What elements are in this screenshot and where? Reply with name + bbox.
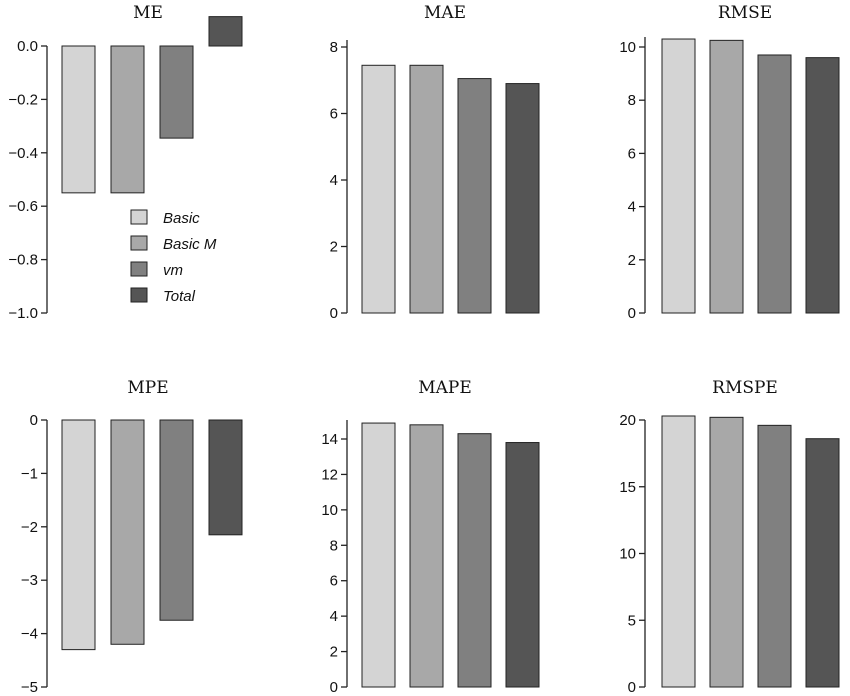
panel-rmspe: RMSPE 0 5 10 15 20 xyxy=(619,378,840,696)
legend-label-total: Total xyxy=(163,288,196,305)
bar-total xyxy=(505,83,540,314)
panel-title: MAE xyxy=(424,3,466,23)
y-tick-label: −4 xyxy=(21,626,38,643)
bar-vm xyxy=(757,424,792,688)
y-tick-label: −0.4 xyxy=(8,145,38,162)
y-tick-label: −3 xyxy=(21,572,38,589)
y-tick-label: 0 xyxy=(30,412,38,429)
y-tick-label: −0.8 xyxy=(8,252,38,269)
y-tick-label: 10 xyxy=(619,546,636,563)
bar-total xyxy=(805,438,840,688)
bar-vm xyxy=(159,45,194,139)
bar-vm xyxy=(457,78,492,314)
y-tick-label: 2 xyxy=(330,644,338,661)
bar-basic xyxy=(61,45,96,194)
bar-basic xyxy=(61,419,96,651)
bar-vm xyxy=(159,419,194,621)
y-tick-label: 0 xyxy=(330,679,338,696)
bar-basic-m xyxy=(110,419,145,645)
bar-basic-m xyxy=(409,64,444,314)
y-tick-label: −0.2 xyxy=(8,91,38,108)
bar-total xyxy=(805,57,840,314)
panel-title: ME xyxy=(133,3,163,23)
legend-label-vm: vm xyxy=(163,262,183,279)
y-tick-label: 15 xyxy=(619,479,636,496)
y-tick-label: 20 xyxy=(619,412,636,429)
y-tick-label: −5 xyxy=(21,679,38,696)
y-tick-label: 4 xyxy=(628,199,636,216)
y-tick-label: 5 xyxy=(628,612,636,629)
y-tick-label: −1 xyxy=(21,465,38,482)
y-tick-label: −0.6 xyxy=(8,198,38,215)
panel-mae: MAE 0 2 4 6 8 xyxy=(330,3,540,322)
y-tick-label: −1.0 xyxy=(8,305,38,322)
panel-mpe: MPE 0 −1 −2 −3 −4 −5 xyxy=(21,378,243,696)
bar-basic-m xyxy=(709,416,744,688)
panel-me: ME 0.0 −0.2 −0.4 −0.6 −0.8 −1.0 xyxy=(8,3,243,322)
bar-basic-m xyxy=(110,45,145,194)
bar-total xyxy=(505,442,540,688)
bar-basic xyxy=(661,38,696,314)
y-tick-label: 12 xyxy=(321,466,338,483)
y-tick-label: 4 xyxy=(330,608,338,625)
bar-basic xyxy=(661,415,696,688)
y-tick-label: 6 xyxy=(330,573,338,590)
panel-title: RMSE xyxy=(718,3,772,23)
legend-swatch-basic xyxy=(130,209,148,225)
y-tick-label: 8 xyxy=(330,537,338,554)
y-tick-label: 0.0 xyxy=(17,38,38,55)
y-tick-label: 10 xyxy=(619,39,636,56)
bar-vm xyxy=(457,433,492,688)
panel-title: MAPE xyxy=(418,378,472,398)
panel-title: MPE xyxy=(127,378,168,398)
y-tick-label: 0 xyxy=(628,305,636,322)
y-tick-label: 2 xyxy=(330,239,338,256)
bar-basic-m xyxy=(709,39,744,314)
legend-label-basic: Basic xyxy=(163,210,200,227)
bar-basic xyxy=(361,64,396,314)
bar-total xyxy=(208,16,243,47)
legend-swatch-total xyxy=(130,287,148,303)
y-tick-label: 6 xyxy=(628,145,636,162)
y-tick-label: 14 xyxy=(321,431,338,448)
bar-vm xyxy=(757,54,792,314)
panel-title: RMSPE xyxy=(712,378,778,398)
y-tick-label: 8 xyxy=(628,92,636,109)
y-tick-label: −2 xyxy=(21,519,38,536)
y-tick-label: 6 xyxy=(330,106,338,123)
y-tick-label: 10 xyxy=(321,502,338,519)
legend-label-basic-m: Basic M xyxy=(163,236,217,253)
bar-basic-m xyxy=(409,424,444,688)
y-tick-label: 0 xyxy=(628,679,636,696)
y-tick-label: 2 xyxy=(628,252,636,269)
y-tick-label: 0 xyxy=(330,305,338,322)
legend-swatch-vm xyxy=(130,261,148,277)
bar-total xyxy=(208,419,243,536)
panel-rmse: RMSE 0 2 4 6 8 10 xyxy=(619,3,840,322)
bar-basic xyxy=(361,422,396,688)
legend-swatch-basic-m xyxy=(130,235,148,251)
legend: Basic Basic M vm Total xyxy=(130,209,217,305)
y-tick-label: 8 xyxy=(330,39,338,56)
panel-mape: MAPE 0 2 4 6 8 10 12 14 xyxy=(321,378,540,696)
y-tick-label: 4 xyxy=(330,172,338,189)
